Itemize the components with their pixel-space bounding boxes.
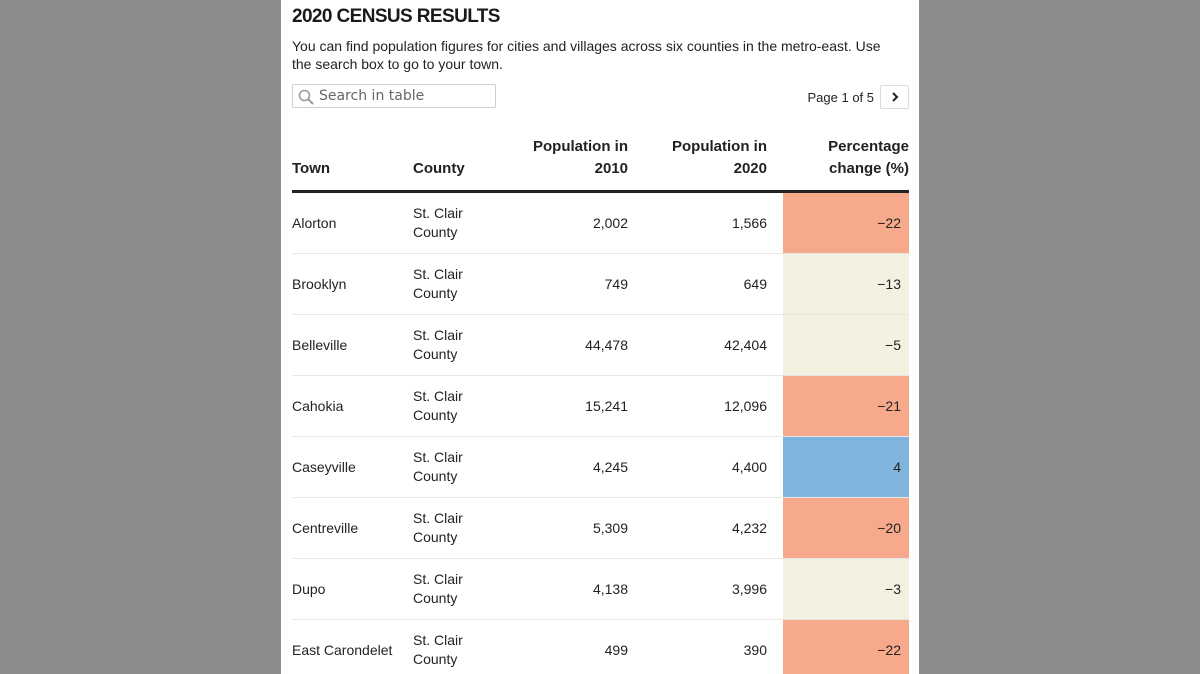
pagination: Page 1 of 5: [807, 84, 909, 110]
table-row: Alorton St. Clair County 2,002 1,566 −22: [292, 193, 909, 254]
cell-population-2020: 4,400: [731, 458, 767, 475]
census-table: Town County Population in 2010 Populatio…: [292, 128, 909, 674]
cell-percentage-change: 4: [783, 437, 909, 497]
cell-population-2010: 44,478: [585, 336, 628, 353]
table-header: Town County Population in 2010 Populatio…: [292, 128, 909, 193]
chevron-right-icon: [891, 92, 898, 102]
cell-percentage-change: −22: [783, 193, 909, 253]
cell-percentage-change: −5: [783, 315, 909, 375]
table-row: Centreville St. Clair County 5,309 4,232 −20: [292, 498, 909, 559]
cell-county: St. Clair County: [413, 510, 463, 545]
cell-town: Cahokia: [292, 397, 344, 414]
table-row: Cahokia St. Clair County 15,241 12,096 −21: [292, 376, 909, 437]
cell-town: Caseyville: [292, 458, 356, 475]
table-row: Dupo St. Clair County 4,138 3,996 −3: [292, 559, 909, 620]
cell-population-2010: 4,138: [592, 580, 628, 597]
column-header-population-2010[interactable]: Population in 2010: [533, 138, 628, 177]
cell-percentage-change: −3: [783, 559, 909, 619]
table-row: Caseyville St. Clair County 4,245 4,400 4: [292, 437, 909, 498]
cell-population-2010: 499: [604, 641, 628, 658]
column-header-town[interactable]: Town: [292, 160, 331, 177]
description: You can find population figures for citi…: [292, 38, 881, 72]
table-row: Brooklyn St. Clair County 749 649 −13: [292, 254, 909, 315]
cell-percentage-change: −22: [783, 620, 909, 674]
cell-population-2010: 749: [604, 275, 628, 292]
table-row: Belleville St. Clair County 44,478 42,404 −5: [292, 315, 909, 376]
page-indicator: Page 1 of 5: [807, 89, 875, 105]
cell-town: Belleville: [292, 336, 348, 353]
next-page-button[interactable]: [880, 85, 909, 109]
table-row: East Carondelet St. Clair County 499 390 −22: [292, 620, 909, 674]
column-header-percentage-change[interactable]: Percentage change (%): [828, 138, 909, 177]
cell-town: Alorton: [292, 214, 337, 231]
column-header-county[interactable]: County: [413, 160, 465, 177]
cell-percentage-change: −20: [783, 498, 909, 558]
cell-town: Centreville: [292, 519, 359, 536]
cell-population-2020: 390: [743, 641, 767, 658]
cell-population-2010: 4,245: [592, 458, 628, 475]
cell-percentage-change: −13: [783, 254, 909, 314]
cell-county: St. Clair County: [413, 388, 463, 423]
cell-population-2020: 4,232: [731, 519, 767, 536]
cell-county: St. Clair County: [413, 266, 463, 301]
cell-county: St. Clair County: [413, 449, 463, 484]
cell-population-2020: 649: [743, 275, 767, 292]
cell-town: Brooklyn: [292, 275, 347, 292]
column-header-population-2020[interactable]: Population in 2020: [672, 138, 767, 177]
cell-town: Dupo: [292, 580, 326, 597]
cell-county: St. Clair County: [413, 571, 463, 606]
cell-population-2010: 15,241: [585, 397, 628, 414]
cell-county: St. Clair County: [413, 205, 463, 240]
cell-town: East Carondelet: [292, 641, 393, 658]
cell-population-2020: 3,996: [731, 580, 767, 597]
cell-population-2020: 42,404: [724, 336, 767, 353]
census-panel: 2020 CENSUS RESULTS You can find populat…: [281, 0, 919, 674]
cell-county: St. Clair County: [413, 632, 463, 667]
cell-percentage-change: −21: [783, 376, 909, 436]
search-icon: [298, 89, 314, 105]
cell-population-2010: 2,002: [592, 214, 628, 231]
cell-population-2020: 1,566: [731, 214, 767, 231]
cell-county: St. Clair County: [413, 327, 463, 362]
cell-population-2010: 5,309: [592, 519, 628, 536]
page-title: 2020 CENSUS RESULTS: [292, 6, 500, 27]
search-box[interactable]: [292, 84, 496, 108]
table-body: Alorton St. Clair County 2,002 1,566 −22 Broo…: [292, 193, 909, 674]
search-input[interactable]: [319, 87, 491, 105]
cell-population-2020: 12,096: [724, 397, 767, 414]
